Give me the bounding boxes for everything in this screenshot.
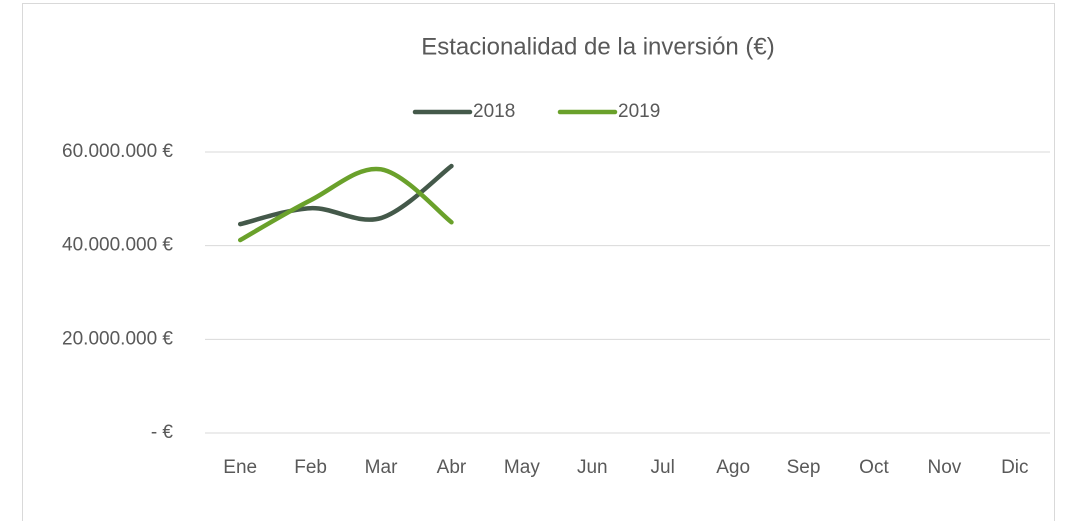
x-tick-label: Abr — [437, 457, 467, 478]
x-tick-label: Nov — [927, 457, 961, 478]
chart-border — [22, 3, 1055, 521]
x-tick-label: Jun — [577, 457, 608, 478]
chart-title: Estacionalidad de la inversión (€) — [421, 33, 775, 60]
x-tick-label: Dic — [1001, 457, 1028, 478]
y-tick-label: 60.000.000 € — [62, 141, 173, 162]
series-line — [237, 163, 454, 227]
x-tick-label: Oct — [859, 457, 889, 478]
y-tick-label: 40.000.000 € — [62, 235, 173, 256]
y-tick-label: 20.000.000 € — [62, 328, 173, 349]
x-tick-label: Mar — [365, 457, 398, 478]
x-tick-label: May — [504, 457, 540, 478]
x-tick-label: Ago — [716, 457, 750, 478]
legend-label: 2018 — [473, 101, 515, 122]
x-tick-label: Feb — [294, 457, 327, 478]
x-tick-label: Jul — [651, 457, 675, 478]
x-tick-label: Sep — [787, 457, 821, 478]
legend-label: 2019 — [618, 101, 660, 122]
y-tick-label: - € — [151, 422, 174, 443]
series-line — [237, 166, 454, 243]
x-tick-label: Ene — [223, 457, 257, 478]
